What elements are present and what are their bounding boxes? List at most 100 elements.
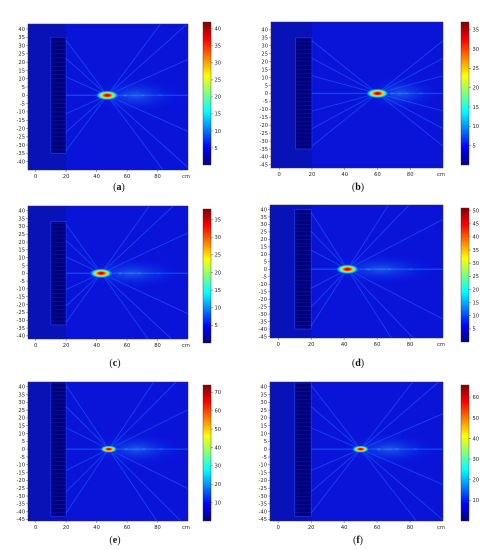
y-tick-label: 40 [260, 384, 267, 390]
y-tick-label: 40 [18, 208, 25, 214]
y-tick-label: 15 [18, 68, 25, 74]
y-tick-label: 25 [260, 408, 267, 414]
y-tick-label: -20 [17, 302, 25, 308]
focal-spot [89, 268, 114, 279]
colorbar-tick-label: 20 [215, 270, 222, 276]
colorbar [202, 384, 212, 522]
y-tick-label: -40 [17, 334, 25, 340]
colorbar-tick-label: 50 [473, 208, 480, 214]
x-tick-label: 40 [341, 525, 348, 531]
plot-frame [269, 381, 444, 522]
y-tick-label: 35 [260, 215, 267, 221]
y-tick-label: -40 [259, 327, 267, 333]
colorbar-tick-label: 25 [473, 66, 480, 72]
panel-caption: (c) [109, 358, 120, 369]
x-unit-label: cm [182, 525, 190, 531]
y-tick-label: -45 [259, 334, 267, 340]
y-tick-label: 20 [18, 60, 25, 66]
y-tick-label: -15 [17, 118, 25, 124]
colorbar-tick-label: 30 [473, 47, 480, 53]
colorbar [460, 384, 470, 522]
colorbar-tick-label: 40 [473, 436, 480, 442]
y-tick-label: 20 [261, 59, 268, 65]
panel-caption: (e) [109, 535, 120, 546]
colorbar-tick-label: 30 [473, 457, 480, 463]
colorbar-tick-label: 10 [473, 124, 480, 130]
y-tick-label: -5 [20, 101, 25, 107]
plot-frame [269, 204, 444, 339]
panel-caption: (f) [353, 535, 363, 546]
heatmap-panel: 4035302520151050-5-10-15-20-25-30-35-400… [17, 21, 222, 193]
x-tick-label: 20 [63, 174, 70, 180]
y-tick-label: 25 [18, 52, 25, 58]
colorbar-tick-label: 15 [215, 112, 222, 118]
colorbar-tick-label: 60 [473, 395, 480, 401]
y-tick-label: 10 [18, 431, 25, 437]
panel-caption: (a) [113, 182, 125, 193]
colorbar-tick-label: 45 [473, 222, 480, 228]
y-tick-label: 30 [261, 44, 268, 50]
y-tick-label: -25 [17, 486, 25, 492]
y-tick-label: 40 [18, 27, 25, 33]
colorbar-tick-label: 10 [215, 129, 222, 135]
y-tick-label: 5 [22, 85, 25, 91]
focal-spot [351, 445, 370, 453]
lens-array-region [50, 382, 67, 517]
y-tick-label: -35 [17, 151, 25, 157]
y-tick-label: 10 [18, 255, 25, 261]
y-tick-label: -5 [20, 455, 25, 461]
x-tick-label: 0 [278, 172, 281, 178]
y-tick-label: 25 [260, 230, 267, 236]
heatmap-panel: 4035302520151050-5-10-15-20-25-30-35-40-… [259, 204, 480, 369]
y-tick-label: 0 [22, 447, 25, 453]
y-tick-label: -40 [259, 509, 267, 515]
y-tick-label: 10 [261, 75, 268, 81]
y-tick-label: -10 [17, 463, 25, 469]
colorbar [460, 21, 470, 166]
colorbar-tick-label: 50 [215, 427, 222, 433]
y-tick-label: -15 [259, 289, 267, 295]
y-tick-label: -30 [260, 139, 268, 145]
y-tick-label: 0 [264, 267, 267, 273]
y-tick-label: -30 [17, 494, 25, 500]
y-tick-label: -10 [259, 463, 267, 469]
plot-frame [27, 205, 189, 340]
y-tick-label: -15 [17, 295, 25, 301]
colorbar-tick-label: 10 [215, 306, 222, 312]
x-tick-label: 0 [34, 343, 37, 349]
colorbar [202, 21, 212, 166]
heatmap-panel: 4035302520151050-5-10-15-20-25-30-35-40-… [17, 381, 222, 546]
y-tick-label: 25 [18, 232, 25, 238]
y-tick-label: 20 [260, 416, 267, 422]
y-tick-label: -35 [260, 147, 268, 153]
x-unit-label: cm [437, 342, 445, 348]
x-tick-label: 40 [341, 342, 348, 348]
heatmap-panel: 4035302520151050-5-10-15-20-25-30-35-400… [17, 205, 222, 369]
y-tick-label: -20 [17, 126, 25, 132]
x-tick-label: 60 [374, 172, 381, 178]
y-tick-label: -25 [17, 135, 25, 141]
colorbar-tick-label: 10 [215, 500, 222, 506]
x-tick-label: 0 [277, 525, 280, 531]
y-tick-label: 35 [18, 392, 25, 398]
colorbar-tick-label: 40 [473, 235, 480, 241]
colorbar-tick-label: 35 [473, 28, 480, 34]
colorbar-tick-label: 10 [473, 498, 480, 504]
x-tick-label: 60 [124, 525, 131, 531]
x-tick-label: 80 [407, 342, 414, 348]
x-tick-label: 60 [124, 343, 131, 349]
y-tick-label: -15 [17, 470, 25, 476]
y-tick-label: -15 [259, 470, 267, 476]
y-tick-label: 15 [18, 424, 25, 430]
y-tick-label: -25 [259, 304, 267, 310]
y-tick-label: 30 [260, 400, 267, 406]
x-tick-label: 80 [154, 343, 161, 349]
y-tick-label: -10 [259, 282, 267, 288]
y-tick-label: -40 [17, 160, 25, 166]
y-tick-label: 10 [260, 252, 267, 258]
y-tick-label: -30 [259, 312, 267, 318]
y-tick-label: 15 [260, 245, 267, 251]
y-tick-label: -30 [17, 318, 25, 324]
panel-caption: (d) [352, 358, 364, 369]
